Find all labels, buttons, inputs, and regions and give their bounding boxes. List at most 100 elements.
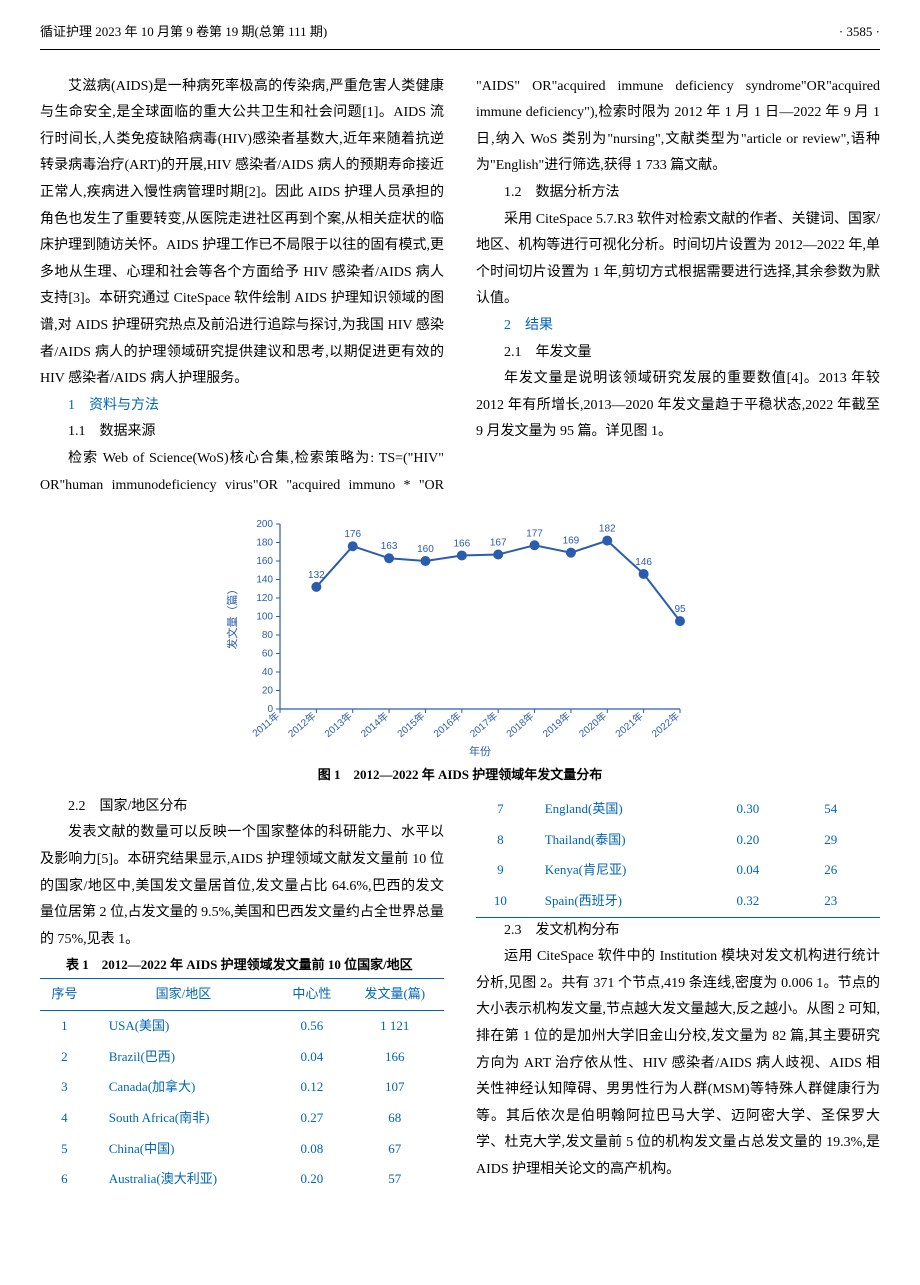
table-cell: Spain(西班牙) [525,886,715,917]
table-cell: 0.30 [714,794,781,825]
table-cell: 0.04 [714,855,781,886]
table-row: 1USA(美国)0.561 121 [40,1010,444,1041]
section-2-1: 2.1 年发文量 [476,340,880,367]
table-cell: 10 [476,886,525,917]
svg-text:2021年: 2021年 [613,710,646,741]
figure-1: 0204060801001201401601802002011年2012年201… [40,509,880,788]
table-cell: 57 [346,1164,444,1195]
table-cell: Brazil(巴西) [89,1042,279,1073]
svg-text:200: 200 [256,519,273,530]
table-cell: South Africa(南非) [89,1103,279,1134]
svg-text:160: 160 [256,556,273,567]
svg-text:132: 132 [308,570,325,581]
svg-text:2017年: 2017年 [467,710,500,741]
table-cell: 3 [40,1072,89,1103]
svg-text:40: 40 [262,667,274,678]
svg-text:169: 169 [563,536,580,547]
svg-text:80: 80 [262,630,274,641]
country-paragraph: 发表文献的数量可以反映一个国家整体的科研能力、水平以及影响力[5]。本研究结果显… [40,820,444,953]
table-cell: 1 121 [346,1010,444,1041]
table-cell: 0.20 [714,825,781,856]
section-1-1: 1.1 数据来源 [40,419,444,446]
table-cell: USA(美国) [89,1010,279,1041]
svg-text:发文量（篇）: 发文量（篇） [225,584,239,650]
section-1-2: 1.2 数据分析方法 [476,180,880,207]
table-cell: Canada(加拿大) [89,1072,279,1103]
body-columns: 艾滋病(AIDS)是一种病死率极高的传染病,严重危害人类健康与生命安全,是全球面… [40,74,880,1195]
svg-text:140: 140 [256,575,273,586]
table-cell: Kenya(肯尼亚) [525,855,715,886]
table-cell: Australia(澳大利亚) [89,1164,279,1195]
table-row: 2Brazil(巴西)0.04166 [40,1042,444,1073]
table-cell: England(英国) [525,794,715,825]
table-cell: 5 [40,1134,89,1165]
table-row: 10Spain(西班牙)0.3223 [476,886,880,917]
table-col-2: 中心性 [278,979,345,1011]
svg-text:2013年: 2013年 [322,710,355,741]
table-row: 4South Africa(南非)0.2768 [40,1103,444,1134]
table-cell: China(中国) [89,1134,279,1165]
svg-text:163: 163 [381,541,398,552]
table-cell: 1 [40,1010,89,1041]
table-cell: 8 [476,825,525,856]
table-cell: 68 [346,1103,444,1134]
svg-text:20: 20 [262,686,274,697]
table-cell: 9 [476,855,525,886]
table-col-3: 发文量(篇) [346,979,444,1011]
table-cell: 7 [476,794,525,825]
svg-text:176: 176 [344,529,361,540]
svg-text:2014年: 2014年 [358,710,391,741]
table-cell: 107 [346,1072,444,1103]
header-right: · 3585 · [839,20,880,45]
table-row: 9Kenya(肯尼亚)0.0426 [476,855,880,886]
table-cell: 0.04 [278,1042,345,1073]
svg-text:2018年: 2018年 [503,710,536,741]
svg-text:166: 166 [453,539,470,550]
svg-text:182: 182 [599,524,616,535]
table-cell: 2 [40,1042,89,1073]
table-cell: 0.12 [278,1072,345,1103]
table-cell: 54 [782,794,880,825]
svg-text:2019年: 2019年 [540,710,573,741]
section-2-2: 2.2 国家/地区分布 [40,794,444,821]
table-cell: 0.32 [714,886,781,917]
header-left: 循证护理 2023 年 10 月第 9 卷第 19 期(总第 111 期) [40,20,327,45]
table-cell: 6 [40,1164,89,1195]
table-cell: 67 [346,1134,444,1165]
svg-text:95: 95 [674,604,686,615]
table-col-0: 序号 [40,979,89,1011]
intro-paragraph: 艾滋病(AIDS)是一种病死率极高的传染病,严重危害人类健康与生命安全,是全球面… [40,74,444,393]
svg-text:2020年: 2020年 [576,710,609,741]
svg-text:120: 120 [256,593,273,604]
section-1: 1 资料与方法 [40,393,444,420]
figure-1-caption: 图 1 2012—2022 年 AIDS 护理领域年发文量分布 [40,763,880,788]
svg-text:100: 100 [256,612,273,623]
svg-text:177: 177 [526,528,543,539]
table-row: 7England(英国)0.3054 [476,794,880,825]
table-row: 8Thailand(泰国)0.2029 [476,825,880,856]
svg-text:2022年: 2022年 [649,710,682,741]
svg-text:2011年: 2011年 [249,710,281,740]
table-cell: 0.08 [278,1134,345,1165]
table-cell: 26 [782,855,880,886]
table-row: 5China(中国)0.0867 [40,1134,444,1165]
table-cell: 0.20 [278,1164,345,1195]
svg-text:2016年: 2016年 [431,710,464,741]
table-cell: 166 [346,1042,444,1073]
table-cell: Thailand(泰国) [525,825,715,856]
table-cell: 0.56 [278,1010,345,1041]
svg-text:160: 160 [417,544,434,555]
figure-1-chart: 0204060801001201401601802002011年2012年201… [220,509,700,759]
method-paragraph: 采用 CiteSpace 5.7.R3 软件对检索文献的作者、关键词、国家/地区… [476,207,880,313]
table-cell: 29 [782,825,880,856]
svg-text:180: 180 [256,538,273,549]
svg-text:60: 60 [262,649,274,660]
institution-paragraph: 运用 CiteSpace 软件中的 Institution 模块对发文机构进行统… [476,944,880,1183]
table-cell: 23 [782,886,880,917]
page-header: 循证护理 2023 年 10 月第 9 卷第 19 期(总第 111 期) · … [40,20,880,50]
table-row: 3Canada(加拿大)0.12107 [40,1072,444,1103]
table-row: 6Australia(澳大利亚)0.2057 [40,1164,444,1195]
svg-text:年份: 年份 [469,744,491,758]
table-1-title: 表 1 2012—2022 年 AIDS 护理领域发文量前 10 位国家/地区 [40,953,444,978]
section-2: 2 结果 [476,313,880,340]
